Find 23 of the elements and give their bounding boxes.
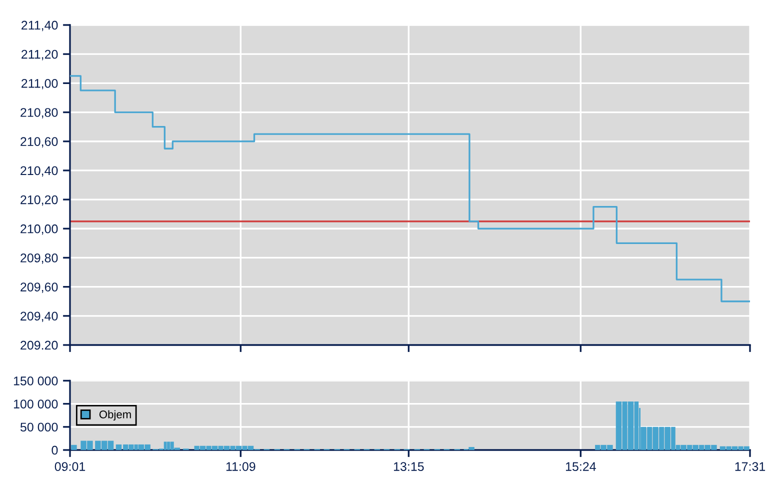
y-tick-label: 211,40 — [22, 20, 58, 32]
y-tick-label: 210,20 — [20, 195, 58, 206]
legend-label: Objem — [99, 410, 131, 421]
y-tick-label: 0 — [52, 446, 58, 455]
x-tick-label: 09:01 — [54, 462, 86, 471]
y-tick-label: 209,80 — [20, 254, 58, 264]
y-tick-label: 210,00 — [20, 224, 58, 235]
y-tick-label: 50 000 — [20, 422, 58, 432]
y-tick-label: 150 000 — [14, 376, 58, 386]
y-tick-label: 209,60 — [20, 282, 58, 293]
y-tick-label: 210,60 — [20, 137, 58, 148]
y-tick-label: 209,40 — [20, 312, 58, 322]
y-tick-label: 210,40 — [20, 166, 58, 177]
x-tick-label: 17:31 — [735, 462, 766, 471]
y-tick-label: 100 000 — [14, 400, 58, 408]
y-tick-label: 211,00 — [22, 78, 58, 90]
y-tick-label: 211,20 — [22, 50, 58, 60]
x-tick-label: 11:09 — [226, 462, 256, 471]
x-tick-label: 13:15 — [394, 462, 424, 471]
y-tick-label: 209.20 — [20, 340, 58, 350]
bar — [71, 444, 77, 450]
x-tick-label: 15:24 — [566, 462, 596, 471]
y-tick-label: 210,80 — [20, 108, 58, 118]
